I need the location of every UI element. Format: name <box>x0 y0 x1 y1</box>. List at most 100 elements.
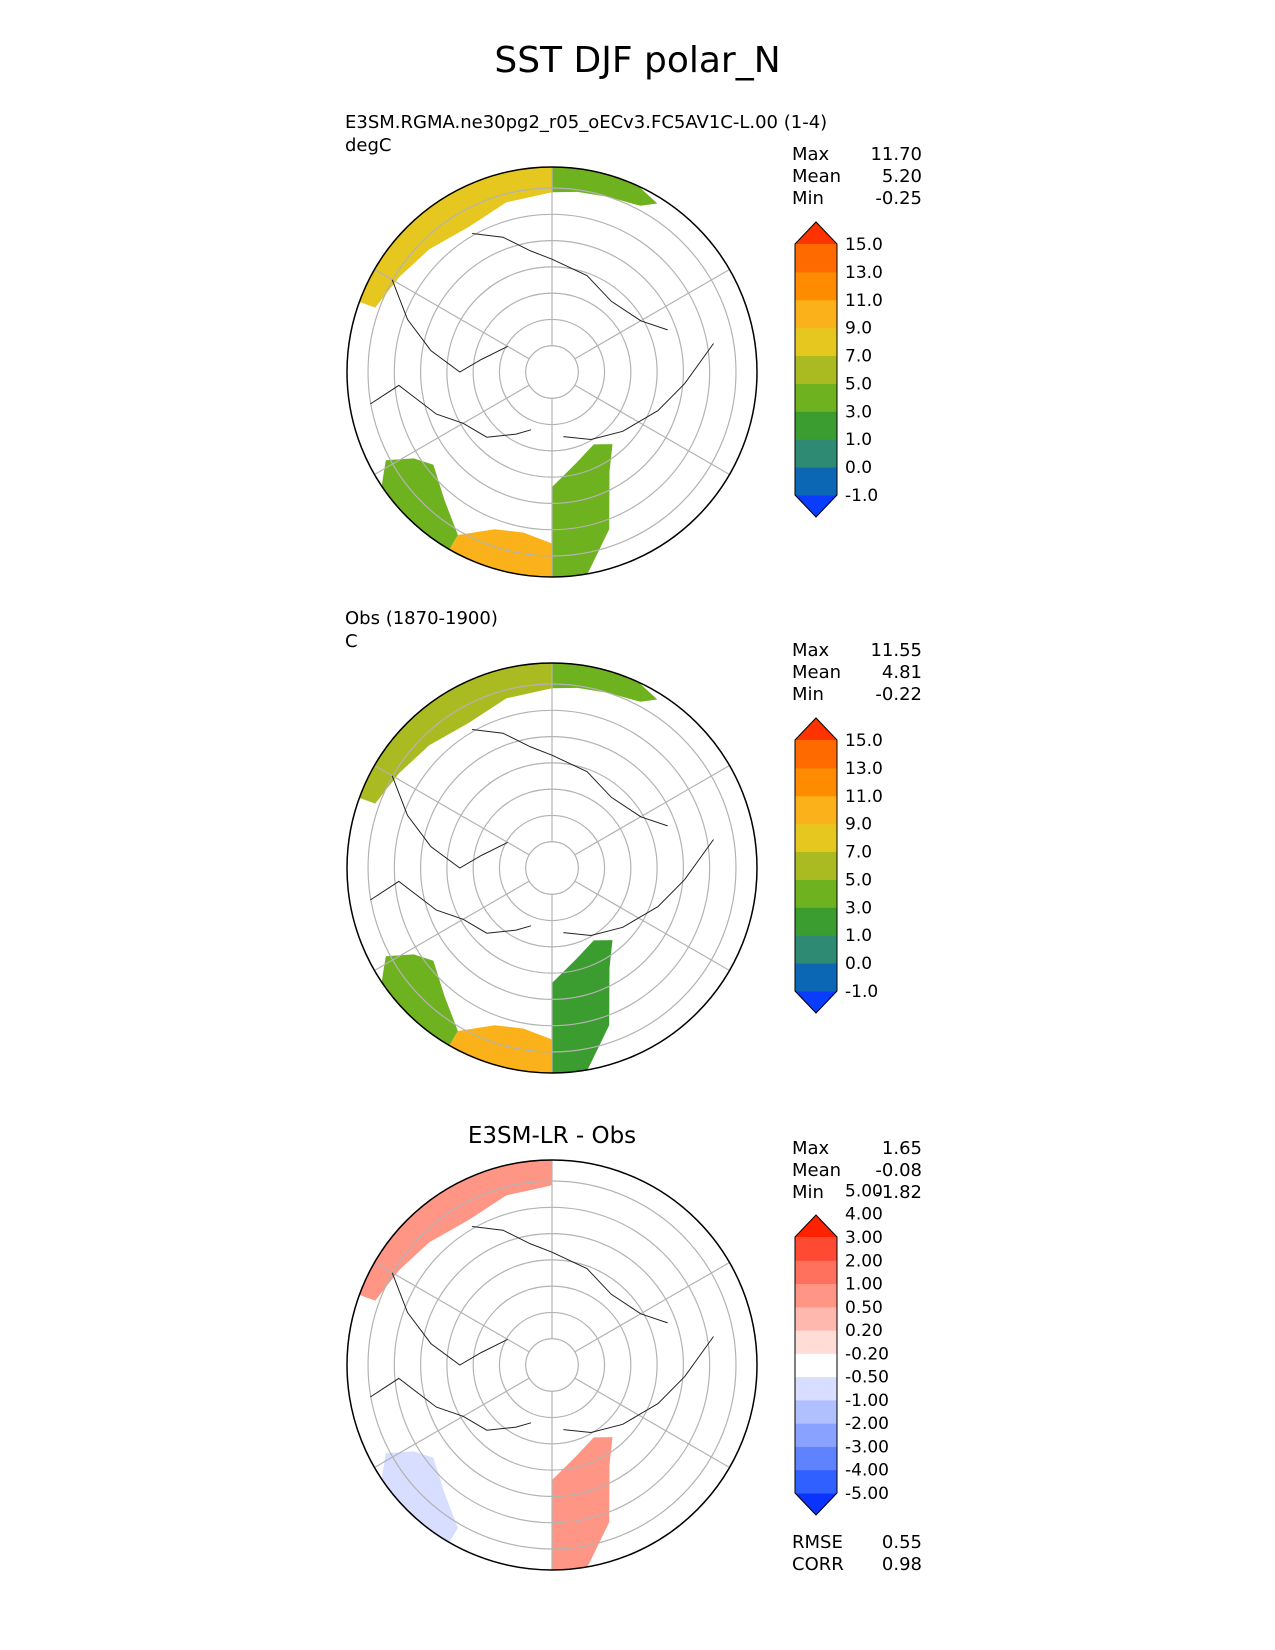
stat-label: Min <box>792 684 824 705</box>
meridian-line <box>374 764 530 856</box>
colorbar-segment <box>795 740 837 769</box>
panel-3-stats: Max 1.65 Mean -0.08 Min -1.82 <box>792 1138 922 1204</box>
colorbar-tick-label: 3.00 <box>845 1228 883 1248</box>
coastline <box>472 729 668 827</box>
coastline <box>370 384 532 438</box>
colorbar-extend-max <box>795 1215 837 1237</box>
colorbar-segment <box>795 1399 837 1424</box>
colorbar-outline <box>794 221 838 518</box>
panel-3-colorbar: -5.00 -4.00 -3.00 -2.00 -1.00 -0.50 -0.20 0.20 0… <box>794 1181 905 1516</box>
sst-region-nordic-seas <box>552 940 613 1073</box>
panel-1-title: E3SM.RGMA.ne30pg2_r05_oECv3.FC5AV1C-L.00… <box>345 112 828 133</box>
colorbar-extend-max <box>795 222 837 244</box>
coastlines <box>370 729 714 937</box>
stat-value: -0.08 <box>875 1160 922 1181</box>
sst-region-nordic-seas <box>552 1437 613 1570</box>
colorbar-extend-min <box>795 495 837 517</box>
colorbar-tick-label: 0.0 <box>845 458 872 478</box>
meridian-line <box>374 1377 530 1469</box>
meridian-line <box>574 384 730 476</box>
colorbar-segment <box>795 795 837 825</box>
sst-region-north-pacific-west <box>552 663 658 702</box>
colorbar-segment <box>795 823 837 853</box>
sst-region-north-atlantic-west <box>380 1451 458 1543</box>
sst-region-north-atlantic-east <box>447 529 552 577</box>
stat-label: Min <box>792 1182 824 1203</box>
colorbar-segment <box>795 1469 837 1494</box>
colorbar-segment <box>795 767 837 797</box>
coastline <box>391 1272 508 1366</box>
panel-1-colorbar: -1.0 0.0 1.0 3.0 5.0 7.0 9.0 11.0 13.0 15.0 <box>794 221 905 518</box>
metric-label: RMSE <box>792 1532 843 1553</box>
colorbar-tick-label: 1.0 <box>845 430 872 450</box>
coastline <box>391 279 508 373</box>
stat-value: 1.65 <box>881 1138 922 1159</box>
colorbar-tick-label: 9.0 <box>845 319 872 339</box>
coastline <box>472 1226 668 1324</box>
colorbar-segment <box>795 963 837 992</box>
colorbar-tick-label: -0.20 <box>845 1344 889 1364</box>
colorbar-segment <box>795 1260 837 1285</box>
colorbar-segment <box>795 907 837 936</box>
colorbar-segment <box>795 244 837 273</box>
map-background <box>347 663 757 1073</box>
stat-label: Max <box>792 640 830 661</box>
colorbar-svg: -1.0 0.0 1.0 3.0 5.0 7.0 9.0 11.0 13.0 15.0 <box>794 221 883 518</box>
colorbar-tick-label: 5.00 <box>845 1181 883 1201</box>
colorbar-segment <box>795 271 837 301</box>
colorbar-tick-label: 4.00 <box>845 1205 883 1225</box>
sst-region-north-atlantic-east <box>447 1522 552 1570</box>
map-background <box>347 167 757 577</box>
colorbar-extend-min <box>795 1493 837 1515</box>
colorbar-segment <box>795 1376 837 1401</box>
colorbar-segment <box>795 411 837 440</box>
stat-value: 4.81 <box>881 662 922 683</box>
colorbar-segment <box>795 879 837 908</box>
colorbar-tick-label: -3.00 <box>845 1437 889 1457</box>
colorbar-segments <box>795 222 837 517</box>
meridian-line <box>374 384 530 476</box>
panel-1-map <box>346 166 758 578</box>
metric-value: 0.98 <box>881 1554 922 1575</box>
panel-1-stats: Max 11.70 Mean 5.20 Min -0.25 <box>792 144 922 210</box>
sst-region-north-pacific-east <box>355 167 552 308</box>
stat-value: -0.25 <box>875 188 922 209</box>
panel-2-map <box>346 662 758 1074</box>
colorbar-tick-label: -5.00 <box>845 1484 889 1504</box>
sst-region-north-pacific-east <box>355 1160 552 1301</box>
colorbar-tick-label: 9.0 <box>845 815 872 835</box>
ocean-field <box>355 663 658 1073</box>
colorbar-tick-label: 13.0 <box>845 759 883 779</box>
metric-label: CORR <box>792 1554 844 1575</box>
meridian-line <box>574 1261 730 1353</box>
stat-value: -1.82 <box>875 1182 922 1203</box>
colorbar-segment <box>795 467 837 496</box>
colorbar-tick-label: 2.00 <box>845 1251 883 1271</box>
map-background <box>347 1160 757 1570</box>
colorbar-tick-label: -2.00 <box>845 1414 889 1434</box>
colorbar-tick-label: 7.0 <box>845 347 872 367</box>
meridian-line <box>374 880 530 972</box>
meridian-line <box>574 880 730 972</box>
coastline <box>563 839 714 937</box>
metric-value: 0.55 <box>881 1532 922 1553</box>
panel-3-metrics: RMSE 0.55 CORR 0.98 <box>792 1532 922 1576</box>
colorbar-outline <box>794 717 838 1014</box>
graticule <box>367 1160 737 1570</box>
coastlines <box>370 1226 714 1434</box>
ocean-field <box>355 1160 658 1570</box>
stat-value: -0.22 <box>875 684 922 705</box>
colorbar-tick-label: 0.0 <box>845 954 872 974</box>
colorbar-tick-label: 0.50 <box>845 1298 883 1318</box>
colorbar-segment <box>795 1353 837 1378</box>
colorbar-tick-label: 7.0 <box>845 843 872 863</box>
colorbar-segments <box>795 718 837 1013</box>
stat-label: Max <box>792 144 830 165</box>
colorbar-svg: -1.0 0.0 1.0 3.0 5.0 7.0 9.0 11.0 13.0 15.0 <box>794 717 883 1014</box>
stat-label: Mean <box>792 166 842 187</box>
panel-2-colorbar: -1.0 0.0 1.0 3.0 5.0 7.0 9.0 11.0 13.0 15.0 <box>794 717 905 1014</box>
coastlines <box>370 233 714 441</box>
sst-region-north-pacific-west <box>552 167 658 206</box>
colorbar-tick-label: 5.0 <box>845 870 872 890</box>
panel-2-stats: Max 11.55 Mean 4.81 Min -0.22 <box>792 640 922 706</box>
